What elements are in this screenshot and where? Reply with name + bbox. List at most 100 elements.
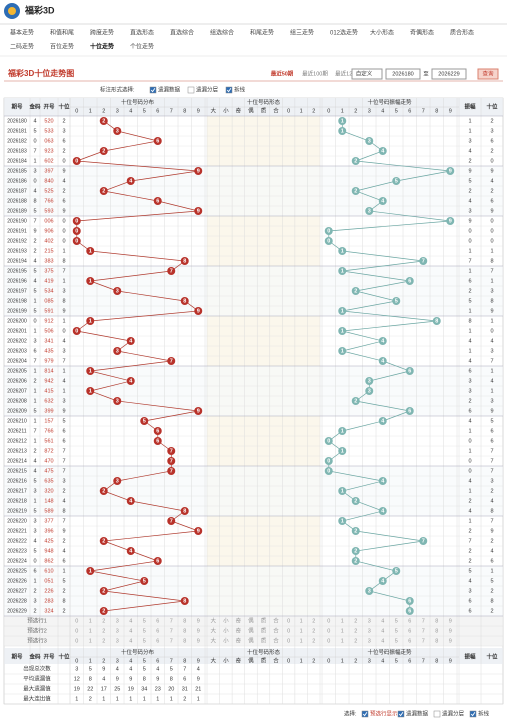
nav-item[interactable]: 大小形态 xyxy=(370,29,394,37)
preset-form[interactable]: 质 xyxy=(261,636,267,644)
preset-digit[interactable]: 9 xyxy=(449,618,452,624)
query-button[interactable] xyxy=(477,68,499,80)
preset-digit[interactable]: 1 xyxy=(89,638,92,644)
preset-digit[interactable]: 4 xyxy=(129,628,132,634)
preset-digit[interactable]: 7 xyxy=(422,618,425,624)
preset-digit[interactable]: 8 xyxy=(435,628,438,634)
range-link[interactable]: 最近100期 xyxy=(302,69,328,77)
preset-digit[interactable]: 9 xyxy=(197,638,200,644)
footer-option[interactable]: 预选行显示 xyxy=(370,709,398,717)
preset-form[interactable]: 0 xyxy=(287,628,290,634)
preset-form[interactable]: 质 xyxy=(261,616,267,624)
preset-form[interactable]: 1 xyxy=(300,638,303,644)
preset-digit[interactable]: 6 xyxy=(156,638,159,644)
input-from[interactable] xyxy=(385,68,421,80)
nav-item[interactable]: 012选走势 xyxy=(330,29,358,37)
preset-digit[interactable]: 8 xyxy=(183,628,186,634)
preset-form[interactable]: 1 xyxy=(300,628,303,634)
preset-digit[interactable]: 8 xyxy=(183,638,186,644)
preset-digit[interactable]: 7 xyxy=(170,638,173,644)
nav-item[interactable]: 直选形态 xyxy=(130,29,154,37)
preset-digit[interactable]: 6 xyxy=(408,638,411,644)
preset-form[interactable]: 奇 xyxy=(236,616,242,624)
query-text[interactable]: 查询 xyxy=(482,69,494,77)
nav-item[interactable]: 十位走势 xyxy=(90,43,114,51)
preset-digit[interactable]: 3 xyxy=(368,618,371,624)
preset-digit[interactable]: 2 xyxy=(354,638,357,644)
footer-option[interactable]: 遗漏数据 xyxy=(406,709,429,717)
nav-item[interactable]: 二码走势 xyxy=(10,43,34,51)
preset-form[interactable]: 偶 xyxy=(248,616,254,624)
preset-form[interactable]: 合 xyxy=(273,616,279,624)
preset-digit[interactable]: 1 xyxy=(341,638,344,644)
preset-digit[interactable]: 4 xyxy=(381,638,384,644)
preset-form[interactable]: 大 xyxy=(211,616,217,624)
preset-form[interactable]: 奇 xyxy=(236,626,242,634)
preset-digit[interactable]: 3 xyxy=(116,628,119,634)
preset-form[interactable]: 合 xyxy=(273,626,279,634)
preset-digit[interactable]: 7 xyxy=(422,628,425,634)
preset-digit[interactable]: 1 xyxy=(89,618,92,624)
preset-form[interactable]: 小 xyxy=(223,636,229,644)
preset-digit[interactable]: 6 xyxy=(156,618,159,624)
footer-option[interactable]: 拆线 xyxy=(478,709,490,717)
preset-digit[interactable]: 1 xyxy=(341,628,344,634)
preset-digit[interactable]: 5 xyxy=(143,628,146,634)
preset-digit[interactable]: 6 xyxy=(408,618,411,624)
checkbox[interactable] xyxy=(149,86,157,94)
checkbox[interactable] xyxy=(361,710,369,718)
preset-digit[interactable]: 2 xyxy=(354,618,357,624)
preset-form[interactable]: 2 xyxy=(312,628,315,634)
preset-digit[interactable]: 5 xyxy=(395,618,398,624)
preset-form[interactable]: 奇 xyxy=(236,636,242,644)
preset-digit[interactable]: 1 xyxy=(89,628,92,634)
nav-item[interactable]: 百位走势 xyxy=(50,43,74,51)
preset-digit[interactable]: 2 xyxy=(354,628,357,634)
preset-form[interactable]: 小 xyxy=(223,616,229,624)
preset-digit[interactable]: 7 xyxy=(170,628,173,634)
preset-digit[interactable]: 8 xyxy=(183,618,186,624)
preset-digit[interactable]: 9 xyxy=(197,618,200,624)
preset-form[interactable]: 0 xyxy=(287,638,290,644)
nav-item[interactable]: 直选综合 xyxy=(170,29,194,37)
preset-digit[interactable]: 4 xyxy=(129,638,132,644)
preset-digit[interactable]: 5 xyxy=(143,618,146,624)
range-link[interactable]: 最近120期 xyxy=(335,69,361,77)
preset-digit[interactable]: 4 xyxy=(129,618,132,624)
nav-item[interactable]: 跨度走势 xyxy=(90,29,114,37)
input-to[interactable] xyxy=(431,68,467,80)
preset-digit[interactable]: 6 xyxy=(156,628,159,634)
option-label[interactable]: 遗漏分层 xyxy=(196,85,219,93)
preset-digit[interactable]: 9 xyxy=(449,628,452,634)
preset-digit[interactable]: 3 xyxy=(116,638,119,644)
preset-digit[interactable]: 3 xyxy=(368,638,371,644)
nav-item[interactable]: 和值和尾 xyxy=(50,29,74,37)
preset-digit[interactable]: 7 xyxy=(422,638,425,644)
preset-form[interactable]: 质 xyxy=(261,626,267,634)
preset-digit[interactable]: 4 xyxy=(381,618,384,624)
preset-digit[interactable]: 8 xyxy=(435,618,438,624)
preset-digit[interactable]: 5 xyxy=(395,628,398,634)
preset-form[interactable]: 2 xyxy=(312,638,315,644)
checkbox[interactable] xyxy=(469,710,477,718)
preset-digit[interactable]: 0 xyxy=(327,618,330,624)
preset-digit[interactable]: 4 xyxy=(381,628,384,634)
preset-digit[interactable]: 5 xyxy=(143,638,146,644)
nav-item[interactable]: 基本走势 xyxy=(10,29,34,37)
select-box[interactable] xyxy=(351,68,383,80)
nav-item[interactable]: 组三走势 xyxy=(290,29,314,37)
preset-digit[interactable]: 2 xyxy=(102,628,105,634)
preset-digit[interactable]: 1 xyxy=(341,618,344,624)
preset-form[interactable]: 合 xyxy=(273,636,279,644)
nav-item[interactable]: 和尾走势 xyxy=(250,29,274,37)
nav-item[interactable]: 个位走势 xyxy=(130,43,154,51)
preset-digit[interactable]: 0 xyxy=(75,628,78,634)
nav-item[interactable]: 组选综合 xyxy=(210,29,234,37)
checkbox[interactable] xyxy=(433,710,441,718)
preset-digit[interactable]: 0 xyxy=(75,638,78,644)
footer-option[interactable]: 遗漏分层 xyxy=(442,709,465,717)
checkbox[interactable] xyxy=(397,710,405,718)
preset-digit[interactable]: 3 xyxy=(116,618,119,624)
preset-digit[interactable]: 6 xyxy=(408,628,411,634)
nav-item[interactable]: 奇偶形态 xyxy=(410,29,434,37)
